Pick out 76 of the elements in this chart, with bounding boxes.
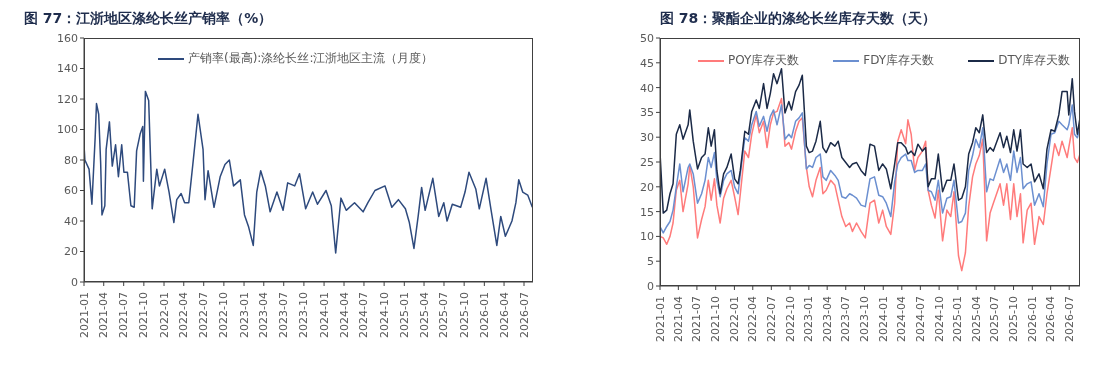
y-tick-label: 0	[647, 279, 654, 293]
chart-title: 图 77：江浙地区涤纶长丝产销率（%）	[24, 10, 273, 28]
x-tick-label: 2026-01	[477, 292, 491, 338]
x-tick-label: 2021-10	[137, 292, 151, 338]
x-tick-label: 2021-01	[653, 296, 667, 342]
x-tick-label: 2026-07	[1062, 296, 1076, 342]
x-tick-label: 2023-07	[839, 296, 853, 342]
x-tick-label: 2024-04	[895, 296, 909, 342]
x-tick-label: 2022-04	[746, 296, 760, 342]
x-tick-label: 2023-01	[237, 292, 251, 338]
y-tick-label: 140	[57, 62, 78, 76]
x-tick-label: 2023-07	[277, 292, 291, 338]
y-tick-label: 5	[647, 255, 654, 269]
x-tick-label: 2021-04	[671, 296, 685, 342]
legend-label: DTY库存天数	[998, 52, 1071, 69]
x-tick-label: 2026-07	[517, 292, 531, 338]
x-tick-label: 2022-07	[764, 296, 778, 342]
line-series	[660, 68, 1080, 214]
x-tick-label: 2021-07	[690, 296, 704, 342]
x-tick-label: 2022-10	[217, 292, 231, 338]
x-tick-label: 2023-10	[297, 292, 311, 338]
x-tick-label: 2021-07	[117, 292, 131, 338]
y-tick-label: 25	[640, 155, 654, 169]
y-tick-label: 35	[640, 106, 654, 120]
y-tick-label: 40	[640, 81, 654, 95]
y-tick-label: 50	[640, 31, 654, 45]
x-tick-label: 2026-01	[1025, 296, 1039, 342]
line-series	[84, 90, 533, 254]
legend-label: 产销率(最高):涤纶长丝:江浙地区主流（月度）	[188, 50, 434, 67]
x-tick-label: 2024-04	[337, 292, 351, 338]
x-tick-label: 2022-10	[783, 296, 797, 342]
x-tick-label: 2025-07	[437, 292, 451, 338]
legend-label: FDY库存天数	[863, 52, 935, 69]
x-tick-label: 2026-04	[497, 292, 511, 338]
x-tick-label: 2025-07	[988, 296, 1002, 342]
y-tick-label: 60	[64, 184, 78, 198]
y-tick-label: 160	[57, 31, 78, 45]
x-tick-label: 2024-01	[317, 292, 331, 338]
x-tick-label: 2024-07	[913, 296, 927, 342]
x-tick-label: 2025-10	[457, 292, 471, 338]
x-tick-label: 2021-04	[97, 292, 111, 338]
y-tick-label: 0	[71, 275, 78, 289]
x-tick-label: 2024-10	[377, 292, 391, 338]
y-tick-label: 45	[640, 56, 654, 70]
x-tick-label: 2021-01	[77, 292, 91, 338]
x-tick-label: 2023-01	[802, 296, 816, 342]
x-tick-label: 2022-04	[177, 292, 191, 338]
line-series	[660, 104, 1080, 234]
x-tick-label: 2023-10	[858, 296, 871, 342]
y-tick-label: 10	[640, 230, 654, 244]
x-tick-label: 2024-10	[932, 296, 946, 342]
x-tick-label: 2024-07	[357, 292, 371, 338]
x-tick-label: 2025-04	[969, 296, 983, 342]
line-series	[660, 97, 1080, 272]
chart-title: 图 78：聚酯企业的涤纶长丝库存天数（天）	[660, 10, 937, 28]
y-tick-label: 100	[57, 123, 78, 137]
legend-label: POY库存天数	[728, 52, 800, 69]
x-tick-label: 2026-04	[1044, 296, 1058, 342]
y-tick-label: 20	[64, 245, 78, 259]
y-tick-label: 30	[640, 131, 654, 145]
x-tick-label: 2022-07	[197, 292, 211, 338]
x-tick-label: 2024-01	[876, 296, 890, 342]
x-tick-label: 2023-04	[257, 292, 271, 338]
x-tick-label: 2022-01	[157, 292, 171, 338]
x-tick-label: 2025-01	[397, 292, 411, 338]
x-tick-label: 2023-04	[820, 296, 834, 342]
y-tick-label: 120	[57, 92, 78, 106]
x-tick-label: 2025-04	[417, 292, 431, 338]
x-tick-label: 2025-01	[951, 296, 965, 342]
x-tick-label: 2025-10	[1007, 296, 1021, 342]
y-tick-label: 15	[640, 205, 654, 219]
x-tick-label: 2022-01	[727, 296, 741, 342]
x-tick-label: 2021-10	[709, 296, 723, 342]
y-tick-label: 80	[64, 153, 78, 167]
y-tick-label: 40	[64, 214, 78, 228]
y-tick-label: 20	[640, 180, 654, 194]
